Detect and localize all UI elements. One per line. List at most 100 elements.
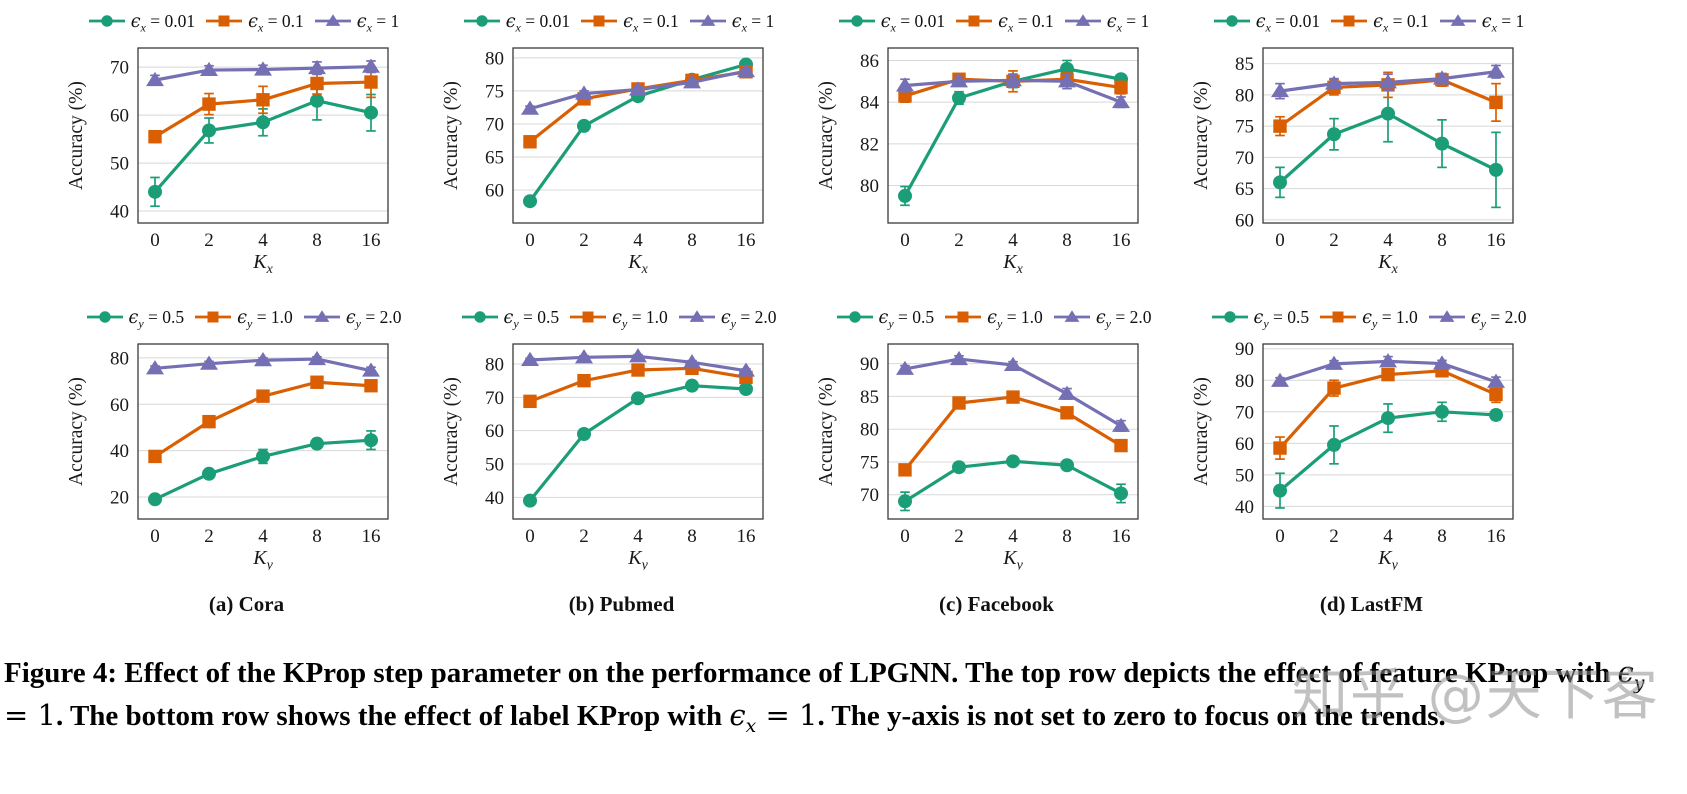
triangle-marker-icon xyxy=(145,360,164,375)
legend-square-icon xyxy=(195,311,232,323)
legend-label: ϵy = 0.5 xyxy=(1253,306,1310,330)
legend-square-icon xyxy=(1320,311,1357,323)
triangle-marker-icon xyxy=(1064,310,1080,322)
legend-square-icon xyxy=(1331,15,1368,27)
legend-square-icon xyxy=(570,311,607,323)
legend-label: ϵx = 0.01 xyxy=(130,10,196,34)
y-axis-label: Accuracy (%) xyxy=(66,377,87,486)
square-marker-icon xyxy=(1488,387,1503,402)
legend-label: ϵx = 1 xyxy=(1481,10,1525,34)
legend-square-icon xyxy=(581,15,618,27)
circle-marker-icon xyxy=(98,311,111,323)
legend-label: ϵx = 0.1 xyxy=(998,10,1054,34)
legend-label: ϵy = 1.0 xyxy=(237,306,293,330)
chart-cell-cora-label: ϵy = 0.5 ϵy = 1.0 ϵy = 2.0 20 40 60 80 0 2 4 8 16 Ac… xyxy=(42,304,417,571)
y-tick-label: 60 xyxy=(485,180,504,201)
chart-cell-pubmed-feature: ϵx = 0.01 ϵx = 0.1 ϵx = 1 60 65 70 75 80 0 2 4 8 16 A… xyxy=(417,8,792,275)
triangle-marker-icon xyxy=(1003,356,1022,371)
y-tick-label: 40 xyxy=(1235,497,1254,518)
legend-item: ϵy = 0.5 xyxy=(461,307,559,329)
y-tick-label: 80 xyxy=(1235,371,1254,392)
y-tick-label: 80 xyxy=(860,176,879,197)
legend-label: ϵx = 0.01 xyxy=(880,10,946,34)
y-tick-label: 70 xyxy=(485,114,504,135)
x-tick-label: 0 xyxy=(900,526,910,547)
square-marker-icon xyxy=(522,394,537,409)
circle-marker-icon xyxy=(147,492,162,507)
y-axis-label: Accuracy (%) xyxy=(1191,81,1212,190)
circle-marker-icon xyxy=(897,494,912,509)
square-marker-icon xyxy=(582,311,594,323)
x-axis-label: Kx xyxy=(1002,251,1023,274)
y-tick-label: 70 xyxy=(1235,148,1254,169)
triangle-marker-icon xyxy=(361,362,380,377)
plot-frame xyxy=(136,47,389,224)
y-tick-label: 85 xyxy=(860,387,879,408)
caption-text-3: . The y-axis is not set to zero to focus… xyxy=(817,700,1446,733)
triangle-marker-icon xyxy=(700,14,716,26)
square-marker-icon xyxy=(363,75,378,89)
legend-triangle-icon xyxy=(1428,310,1465,322)
x-axis-label: Kx xyxy=(252,251,273,274)
legend-label: ϵy = 1.0 xyxy=(1362,306,1418,330)
plot-frame xyxy=(136,343,389,520)
line-chart-facebook-label: 70 75 80 85 90 0 2 4 8 16 Accuracy (%) Ky xyxy=(816,343,1139,570)
legend-label: ϵx = 1 xyxy=(731,10,775,34)
square-marker-icon xyxy=(1488,95,1503,110)
circle-marker-icon xyxy=(1326,437,1341,452)
y-tick-label: 84 xyxy=(860,93,880,114)
x-tick-label: 2 xyxy=(579,526,589,547)
legend-square-icon xyxy=(206,15,243,27)
x-tick-label: 2 xyxy=(954,526,964,547)
x-tick-label: 0 xyxy=(150,230,160,251)
circle-marker-icon xyxy=(1434,136,1449,151)
circle-marker-icon xyxy=(255,115,270,130)
circle-marker-icon xyxy=(522,194,537,209)
square-marker-icon xyxy=(576,373,591,388)
circle-marker-icon xyxy=(201,466,216,481)
legend-triangle-icon xyxy=(314,14,351,26)
legend-circle-icon xyxy=(1211,311,1248,323)
triangle-marker-icon xyxy=(628,348,647,363)
y-tick-label: 20 xyxy=(110,487,129,508)
square-marker-icon xyxy=(363,379,378,393)
circle-marker-icon xyxy=(1488,162,1503,177)
triangle-marker-icon xyxy=(1324,75,1343,90)
square-marker-icon xyxy=(630,363,645,377)
circle-marker-icon xyxy=(1380,411,1395,426)
triangle-marker-icon xyxy=(1486,63,1505,78)
triangle-marker-icon xyxy=(1432,70,1451,85)
x-axis-label: Kx xyxy=(627,251,648,274)
square-marker-icon xyxy=(897,463,912,477)
legend-label: ϵx = 0.01 xyxy=(505,10,571,34)
triangle-marker-icon xyxy=(1432,355,1451,370)
circle-marker-icon xyxy=(255,449,270,464)
plot-frame xyxy=(511,343,764,520)
y-axis-label: Accuracy (%) xyxy=(441,81,462,190)
x-tick-label: 16 xyxy=(1111,526,1130,547)
legend-triangle-icon xyxy=(689,14,726,26)
y-tick-label: 60 xyxy=(1235,434,1254,455)
triangle-marker-icon xyxy=(949,73,968,88)
x-tick-label: 8 xyxy=(1062,526,1072,547)
triangle-marker-icon xyxy=(1057,385,1076,400)
x-tick-label: 4 xyxy=(633,230,643,251)
legend-circle-icon xyxy=(463,15,500,27)
x-tick-label: 8 xyxy=(1437,230,1447,251)
y-tick-label: 60 xyxy=(485,421,504,442)
circle-marker-icon xyxy=(738,382,753,396)
triangle-marker-icon xyxy=(199,355,218,370)
triangle-marker-icon xyxy=(520,351,539,366)
square-marker-icon xyxy=(218,15,230,27)
x-tick-label: 8 xyxy=(312,526,322,547)
circle-marker-icon xyxy=(1488,407,1503,422)
circle-marker-icon xyxy=(1434,404,1449,419)
x-tick-label: 0 xyxy=(900,230,910,251)
triangle-marker-icon xyxy=(1450,14,1466,26)
legend-item: ϵy = 1.0 xyxy=(1319,306,1418,330)
y-tick-label: 80 xyxy=(485,48,504,69)
legend-item: ϵy = 0.5 xyxy=(86,307,184,329)
x-tick-label: 0 xyxy=(1275,230,1285,251)
x-tick-label: 2 xyxy=(204,526,214,547)
legend-triangle-icon xyxy=(678,310,715,322)
